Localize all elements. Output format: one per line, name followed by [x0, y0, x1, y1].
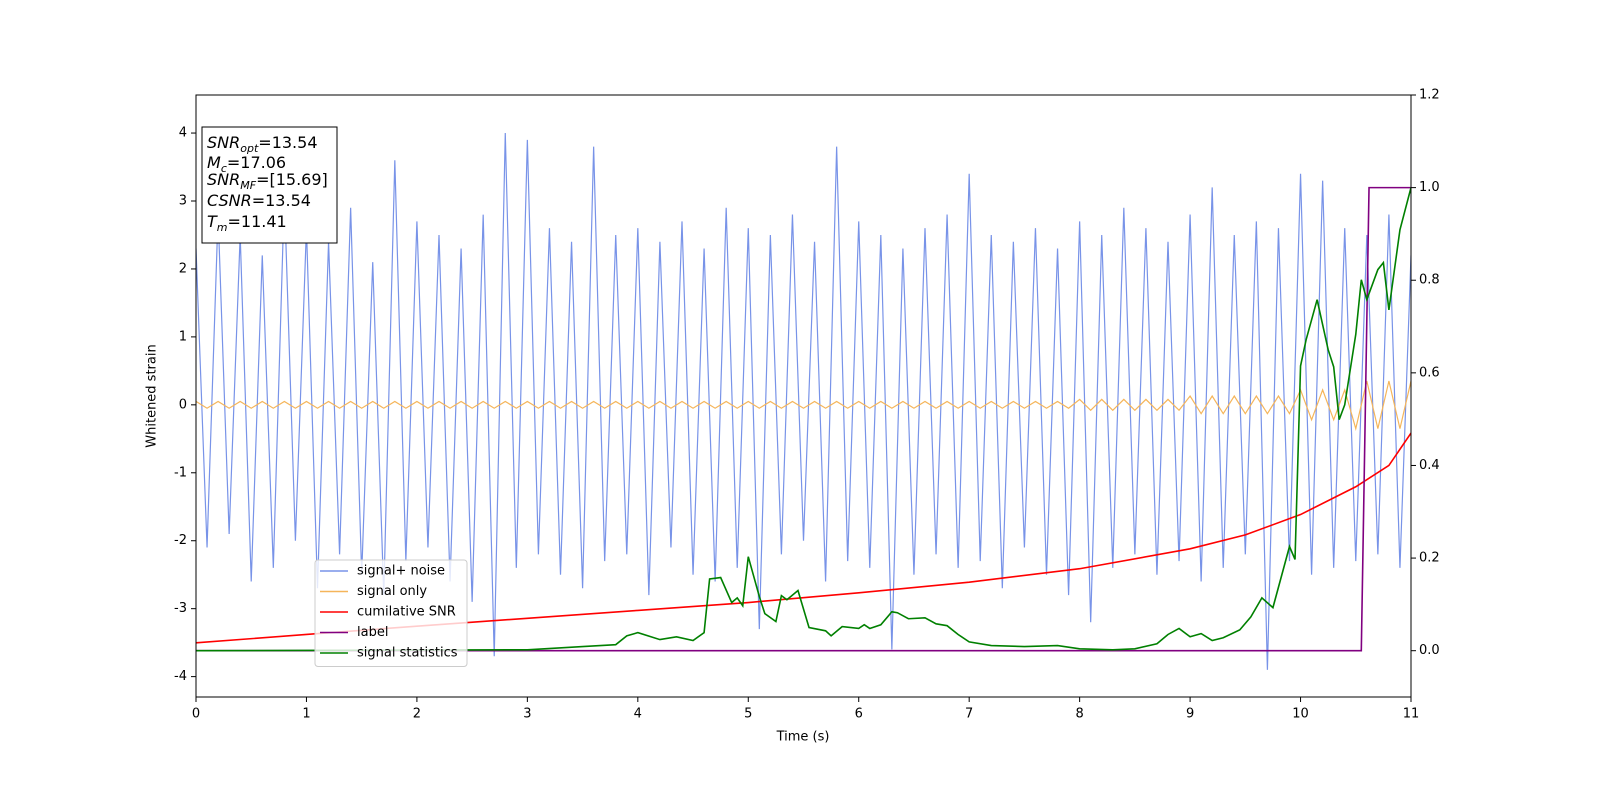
series-line — [196, 133, 1411, 670]
y2-tick-label: 0.2 — [1419, 551, 1440, 566]
y-tick-label: 2 — [179, 261, 187, 276]
x-tick-label: 1 — [302, 707, 310, 722]
y2-tick-label: 1.0 — [1419, 180, 1440, 195]
annotation-base: T — [207, 212, 218, 231]
legend-label: signal statistics — [357, 646, 458, 661]
series-line — [196, 187, 1411, 652]
annotation-line: CSNR=13.54 — [207, 191, 311, 210]
annotation-box: SNRopt=13.54Mc=17.06SNRMF=[15.69]CSNR=13… — [201, 126, 338, 244]
annotation-line: SNRMF=[15.69] — [207, 170, 328, 192]
y-tick-label: 1 — [179, 329, 187, 344]
x-tick-label: 9 — [1186, 707, 1194, 722]
annotation-rest: =11.41 — [228, 212, 287, 231]
series-line — [196, 380, 1411, 432]
annotation-frame — [201, 126, 338, 244]
y2-tick-label: 0.0 — [1419, 643, 1440, 658]
x-tick-label: 7 — [965, 707, 973, 722]
x-tick-label: 11 — [1403, 707, 1420, 722]
x-tick-label: 4 — [634, 707, 642, 722]
legend-frame — [314, 559, 468, 667]
annotation-line: Mc=17.06 — [207, 153, 286, 175]
annotation-rest: =13.54 — [252, 191, 311, 210]
x-axis-label: Time (s) — [776, 730, 830, 745]
y-tick-label: 3 — [179, 193, 187, 208]
y-tick-label: 0 — [179, 397, 187, 412]
annotation-base: SNR — [207, 133, 240, 152]
y2-tick-label: 0.6 — [1419, 365, 1440, 380]
annotation-rest: =[15.69] — [256, 170, 328, 189]
y2-tick-label: 0.4 — [1419, 458, 1440, 473]
annotation-rest: =13.54 — [258, 133, 317, 152]
x-tick-label: 8 — [1075, 707, 1083, 722]
legend-label: signal only — [357, 584, 427, 599]
y-tick-label: -2 — [174, 533, 187, 548]
axes-frame — [195, 94, 1412, 698]
annotation-sub: MF — [240, 179, 256, 192]
annotation-base: M — [207, 153, 221, 172]
y-axis-label: Whitened strain — [145, 344, 160, 447]
annotation-line: SNRopt=13.54 — [207, 133, 318, 155]
legend: signal+ noise signal only cumilative SNR la… — [314, 559, 468, 667]
annotation-line: Tm=11.41 — [207, 212, 287, 234]
annotation-rest: =17.06 — [227, 153, 286, 172]
x-tick-label: 10 — [1292, 707, 1309, 722]
annotation-sub: m — [217, 221, 228, 234]
annotation-base: SNR — [207, 170, 240, 189]
legend-label: label — [357, 625, 388, 640]
legend-label: signal+ noise — [357, 564, 445, 579]
series-line — [196, 186, 1411, 652]
y2-tick-label: 0.8 — [1419, 273, 1440, 288]
annotation-sub: opt — [240, 142, 259, 155]
x-tick-label: 0 — [192, 707, 200, 722]
x-tick-label: 6 — [855, 707, 863, 722]
y-tick-label: 4 — [179, 126, 187, 141]
y2-tick-label: 1.2 — [1419, 88, 1440, 103]
y-tick-label: -4 — [174, 669, 187, 684]
x-tick-label: 2 — [413, 707, 421, 722]
annotation-sub: c — [221, 162, 227, 175]
y-tick-label: -3 — [174, 601, 187, 616]
x-tick-label: 5 — [744, 707, 752, 722]
legend-label: cumilative SNR — [357, 605, 456, 620]
x-tick-label: 3 — [523, 707, 531, 722]
y-tick-label: -1 — [174, 465, 187, 480]
annotation-base: CSNR — [207, 191, 252, 210]
